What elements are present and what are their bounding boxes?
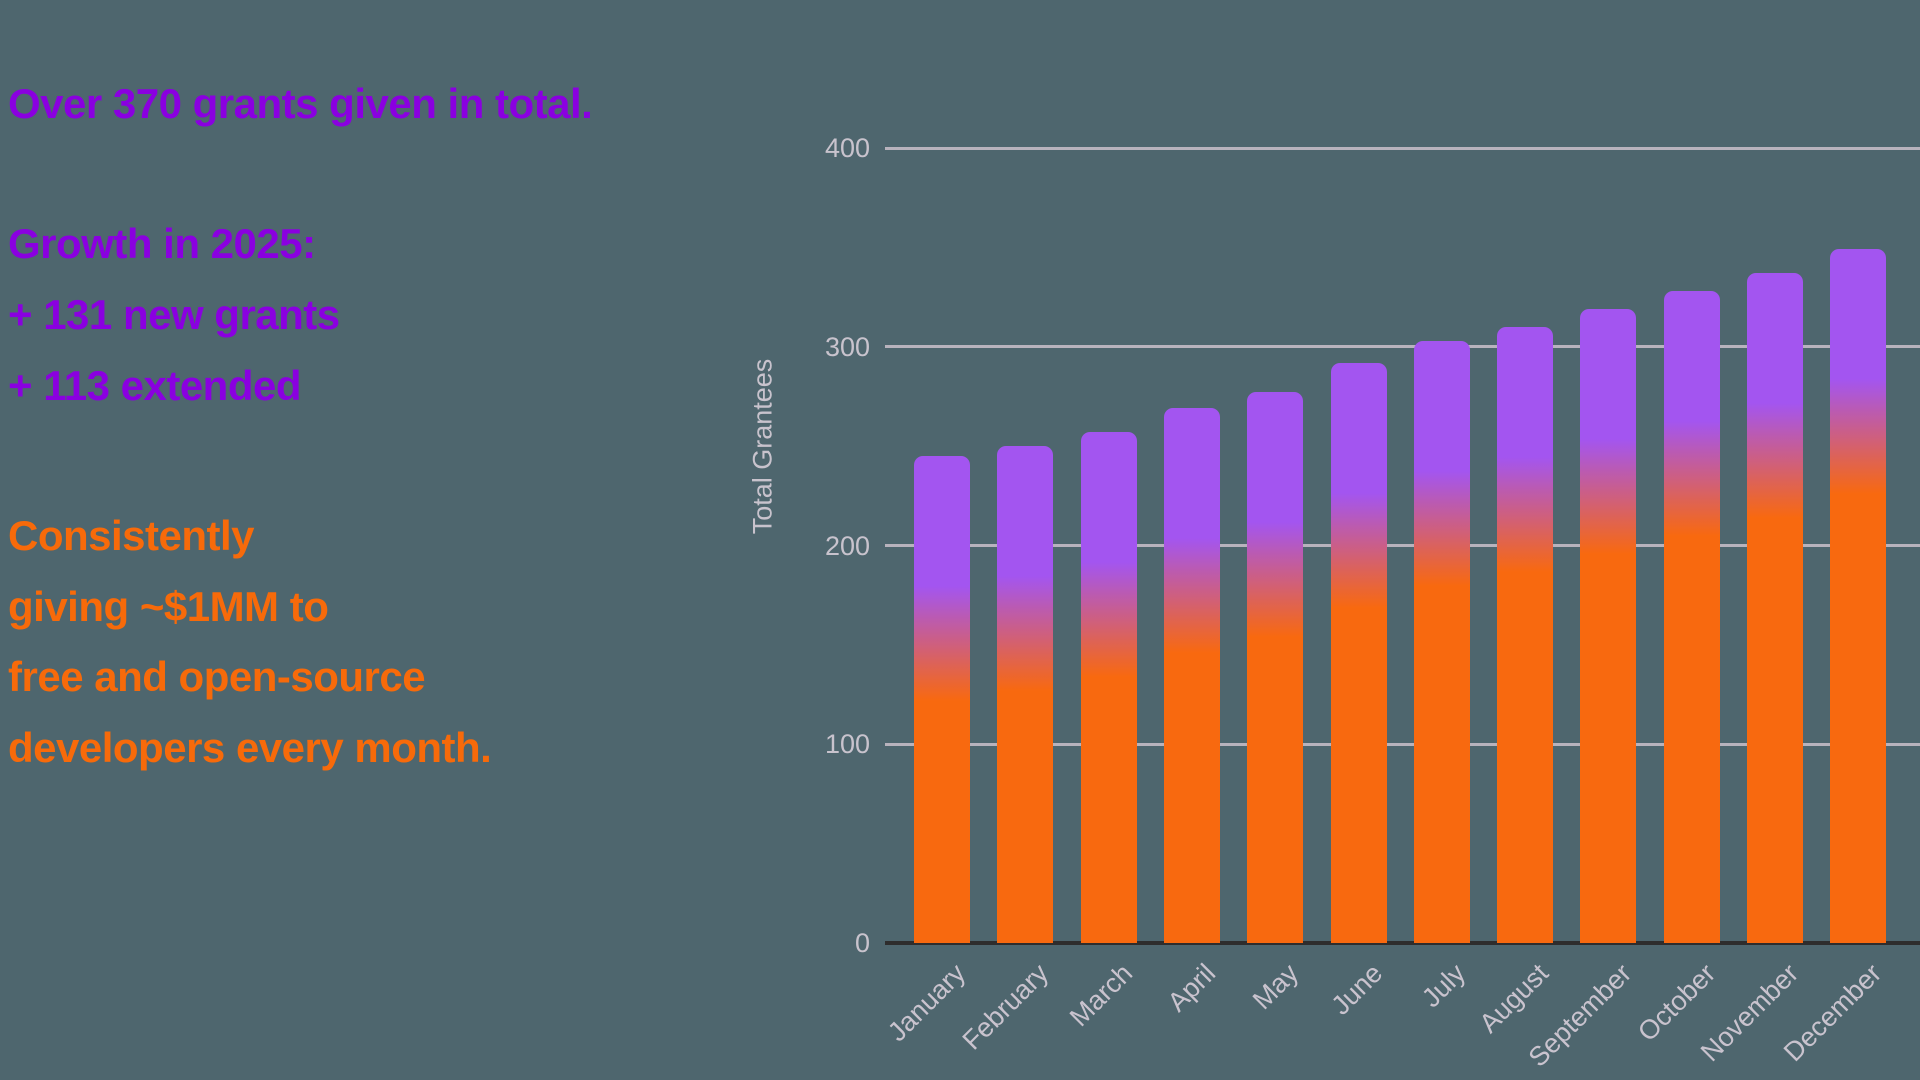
headline-total-grants: Over 370 grants given in total. xyxy=(8,80,593,127)
y-tick-label-0: 0 xyxy=(854,928,870,958)
bar-june xyxy=(1330,362,1387,943)
bar-august xyxy=(1497,326,1554,943)
gridline-400 xyxy=(885,146,1920,150)
y-tick-label-400: 400 xyxy=(824,133,870,163)
giving-statement-line-3: free and open-source xyxy=(8,653,426,700)
gridline-100 xyxy=(885,742,1920,746)
bar-november xyxy=(1747,273,1803,943)
growth-extended-grants: + 113 extended xyxy=(8,362,302,409)
giving-statement-line-2: giving ~$1MM to xyxy=(8,583,329,630)
y-axis-title: Total Grantees xyxy=(747,358,778,535)
y-tick-label-200: 200 xyxy=(824,530,870,561)
gridline-300 xyxy=(885,345,1920,349)
bar-july xyxy=(1413,340,1470,943)
y-tick-label-100: 100 xyxy=(824,729,870,760)
growth-title: Growth in 2025: xyxy=(8,220,316,267)
x-axis-line xyxy=(885,941,1920,945)
bar-october xyxy=(1663,291,1720,943)
giving-statement-line-1: Consistently xyxy=(8,512,255,559)
gridline-200 xyxy=(885,544,1920,547)
bar-september xyxy=(1580,308,1637,943)
bar-may xyxy=(1247,392,1304,943)
giving-statement-line-4: developers every month. xyxy=(8,724,492,771)
bar-january xyxy=(914,456,970,943)
growth-new-grants: + 131 new grants xyxy=(8,291,340,338)
bar-february xyxy=(997,446,1054,943)
y-tick-label-300: 300 xyxy=(824,331,870,362)
bar-march xyxy=(1080,432,1137,943)
bar-december xyxy=(1830,249,1887,943)
bar-april xyxy=(1163,408,1220,943)
